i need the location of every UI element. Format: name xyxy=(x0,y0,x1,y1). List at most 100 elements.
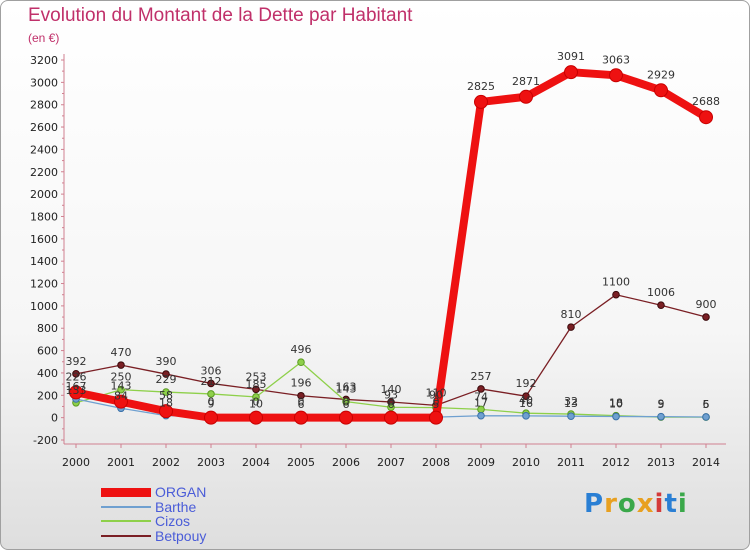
y-tick-label: 2000 xyxy=(30,188,58,201)
data-label-organ: 0 xyxy=(388,396,395,409)
data-point-barthe xyxy=(657,412,665,421)
data-point-cizos xyxy=(387,403,395,412)
data-label-betpouy: 110 xyxy=(426,386,447,399)
data-label-cizos: 185 xyxy=(246,378,267,391)
x-tick-label: 2011 xyxy=(557,456,585,469)
data-label-betpouy: 196 xyxy=(291,377,312,390)
data-label-cizos: 5 xyxy=(658,398,665,411)
data-point-betpouy xyxy=(207,379,215,388)
data-label-organ: 58 xyxy=(159,389,173,402)
y-tick-label: 600 xyxy=(37,345,58,358)
x-tick-label: 2012 xyxy=(602,456,630,469)
data-label-betpouy: 192 xyxy=(516,377,537,390)
data-label-organ: 143 xyxy=(111,380,132,393)
data-point-organ xyxy=(384,410,398,425)
legend-label-betpouy: Betpouy xyxy=(155,527,207,544)
data-label-barthe: 17 xyxy=(474,397,488,410)
data-label-cizos: 93 xyxy=(384,388,398,401)
data-label-betpouy: 390 xyxy=(156,355,177,368)
data-label-barthe: 13 xyxy=(564,397,578,410)
data-label-cizos: 250 xyxy=(111,371,132,384)
logo-letter: x xyxy=(636,489,655,519)
series-organ xyxy=(69,65,713,425)
data-label-cizos: 40 xyxy=(519,394,533,407)
data-point-cizos xyxy=(162,388,170,396)
data-label-organ: 226 xyxy=(66,370,87,383)
logo-letter: P xyxy=(584,489,605,519)
x-tick-label: 2000 xyxy=(62,456,90,469)
y-tick-label: 1600 xyxy=(30,233,58,246)
data-label-cizos: 18 xyxy=(609,397,623,410)
data-label-barthe: 9 xyxy=(208,398,215,411)
data-label-organ: 0 xyxy=(298,396,305,409)
data-label-betpouy: 140 xyxy=(381,383,402,396)
data-point-organ xyxy=(294,410,308,425)
x-tick-label: 2001 xyxy=(107,456,135,469)
logo-letter: t xyxy=(664,489,678,519)
data-point-organ xyxy=(159,404,173,419)
x-tick-label: 2009 xyxy=(467,456,495,469)
data-label-barthe: 6 xyxy=(703,398,710,411)
y-tick-label: 2200 xyxy=(30,166,58,179)
legend-swatch-cizos xyxy=(101,520,151,523)
y-tick-label: 2800 xyxy=(30,99,58,112)
data-label-betpouy: 470 xyxy=(111,346,132,359)
y-tick-label: 200 xyxy=(37,389,58,402)
legend-item-betpouy: Betpouy xyxy=(101,527,207,544)
data-point-betpouy xyxy=(477,385,485,393)
data-point-organ xyxy=(474,94,488,109)
legend-label-organ: ORGAN xyxy=(155,484,207,500)
data-point-betpouy xyxy=(72,370,80,378)
data-point-betpouy xyxy=(567,323,575,331)
x-tick-label: 2002 xyxy=(152,456,180,469)
chart-title: Evolution du Montant de la Dette par Hab… xyxy=(28,5,413,26)
data-label-barthe: 16 xyxy=(519,397,533,410)
data-label-betpouy: 900 xyxy=(696,298,717,311)
data-label-barthe: 84 xyxy=(114,389,128,402)
x-tick-label: 2006 xyxy=(332,456,360,469)
data-label-barthe: 6 xyxy=(298,398,305,411)
logo-letter: r xyxy=(604,489,618,519)
y-tick-label: -200 xyxy=(33,434,58,447)
chart-unit-label: (en €) xyxy=(28,31,60,45)
data-label-barthe: 167 xyxy=(66,380,87,393)
y-tick-label: 1000 xyxy=(30,300,58,313)
data-label-betpouy: 392 xyxy=(66,355,87,368)
x-tick-label: 2014 xyxy=(692,456,720,469)
data-point-cizos xyxy=(342,397,350,406)
data-point-barthe xyxy=(522,412,530,420)
data-point-betpouy xyxy=(702,313,710,321)
data-label-barthe: 5 xyxy=(433,398,440,411)
data-point-organ xyxy=(429,410,443,425)
y-tick-label: 0 xyxy=(51,412,58,425)
data-label-betpouy: 253 xyxy=(246,370,267,383)
y-tick-label: 2400 xyxy=(30,143,58,156)
legend-item-organ: ORGAN xyxy=(101,485,206,500)
data-point-betpouy xyxy=(297,391,305,400)
x-tick-label: 2007 xyxy=(377,456,405,469)
data-point-cizos xyxy=(252,393,260,401)
x-tick-label: 2008 xyxy=(422,456,450,469)
x-tick-label: 2010 xyxy=(512,456,540,469)
data-label-betpouy: 306 xyxy=(201,364,222,377)
data-point-organ xyxy=(564,65,578,80)
y-tick-label: 2600 xyxy=(30,121,58,134)
data-point-organ xyxy=(249,410,263,425)
data-point-cizos xyxy=(207,390,215,398)
data-label-organ: 2688 xyxy=(692,95,720,108)
data-point-organ xyxy=(114,394,128,409)
legend-label-barthe: Barthe xyxy=(155,498,197,515)
legend-item-cizos: Cizos xyxy=(101,514,206,529)
data-label-barthe: 6 xyxy=(343,398,350,411)
data-point-betpouy xyxy=(252,385,260,394)
data-label-betpouy: 1100 xyxy=(602,276,630,289)
data-label-organ: 0 xyxy=(433,396,440,409)
x-tick-label: 2005 xyxy=(287,456,315,469)
legend-swatch-barthe xyxy=(101,505,151,508)
legend-swatch-betpouy xyxy=(101,534,151,537)
data-point-betpouy xyxy=(657,301,665,310)
data-label-barthe: 6 xyxy=(388,398,395,411)
data-point-organ xyxy=(339,410,353,425)
